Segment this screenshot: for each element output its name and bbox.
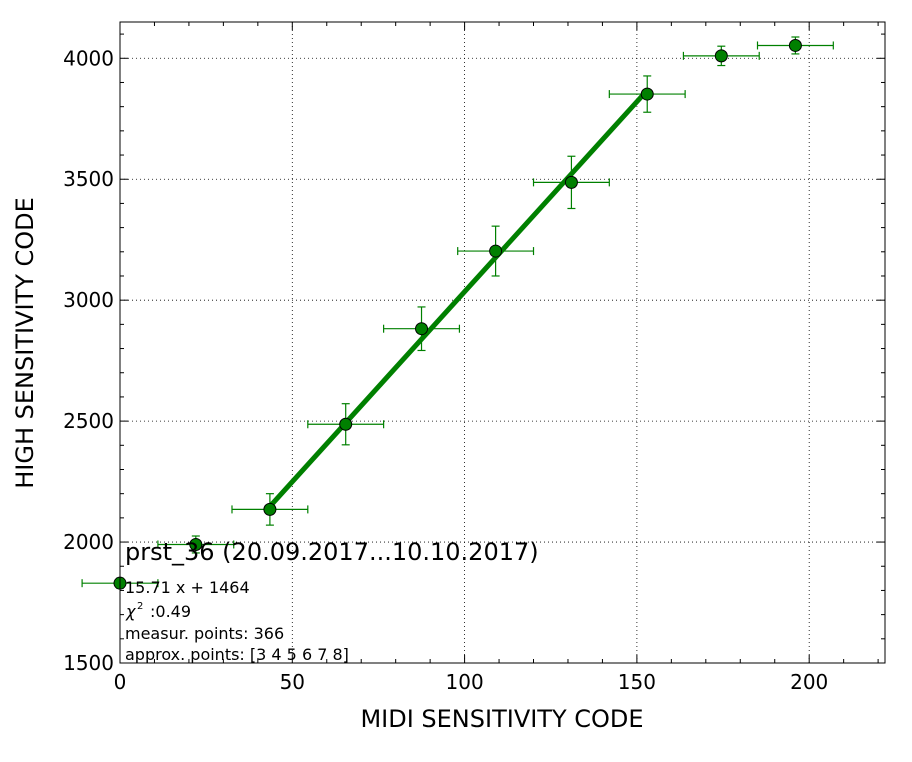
x-axis-label: MIDI SENSITIVITY CODE: [360, 705, 643, 733]
error-bars: [81, 36, 834, 589]
data-point-9: [788, 38, 802, 52]
x-tick-label: 150: [618, 670, 656, 694]
annotation-measur-points: measur. points: 366: [125, 624, 284, 643]
annotation-equation: 15.71 x + 1464: [125, 578, 250, 597]
chi-exponent: 2: [137, 601, 143, 612]
chi-symbol: χ: [125, 602, 136, 621]
data-point-8: [714, 49, 728, 63]
data-point-3: [339, 417, 353, 431]
data-point-1: [189, 537, 203, 551]
x-tick-labels: 0 50 100 150 200: [114, 670, 829, 694]
fit-line-group: [268, 88, 650, 509]
annotation-header: prst_36 (20.09.2017...10.10.2017): [125, 538, 539, 566]
x-tick-label: 50: [280, 670, 305, 694]
plot-frame: [119, 21, 886, 664]
y-tick-label: 3500: [63, 167, 114, 191]
x-tick-label: 0: [114, 670, 127, 694]
data-point-7: [640, 87, 654, 101]
data-points: [113, 38, 802, 590]
annotation-chi: χ 2 :0.49: [125, 601, 191, 621]
grid-lines: [120, 22, 885, 663]
annotation-approx-points: approx. points: [3 4 5 6 7 8]: [125, 645, 349, 664]
x-tick-label: 200: [790, 670, 828, 694]
data-point-6: [564, 175, 578, 189]
fit-line: [268, 88, 650, 509]
chi-value: :0.49: [150, 602, 191, 621]
x-tick-label: 100: [446, 670, 484, 694]
y-axis-label: HIGH SENSITIVITY CODE: [11, 197, 39, 489]
data-point-5: [489, 244, 503, 258]
y-tick-label: 2500: [63, 409, 114, 433]
major-ticks: [119, 22, 885, 664]
y-tick-label: 3000: [63, 288, 114, 312]
y-tick-label: 4000: [63, 46, 114, 70]
y-tick-labels: 1500 2000 2500 3000 3500 4000: [63, 46, 114, 675]
data-point-2: [263, 502, 277, 516]
y-tick-label: 1500: [63, 651, 114, 675]
y-tick-label: 2000: [63, 530, 114, 554]
minor-ticks: [120, 22, 885, 663]
data-point-4: [415, 322, 429, 336]
